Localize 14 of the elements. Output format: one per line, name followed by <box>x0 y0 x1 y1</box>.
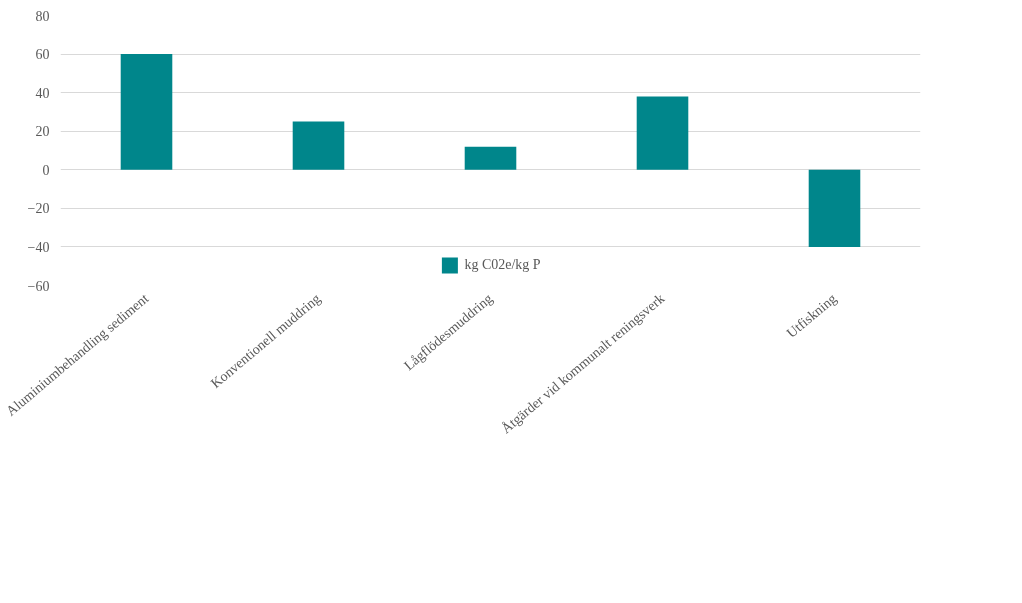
bar <box>464 146 517 170</box>
bar <box>292 121 345 170</box>
y-tick-label: −20 <box>27 201 50 217</box>
bar <box>120 54 173 170</box>
legend-label: kg C02e/kg P <box>464 257 541 273</box>
y-tick-label: −40 <box>27 239 50 255</box>
bar <box>808 169 861 247</box>
y-tick-label: −60 <box>27 278 50 294</box>
y-tick-label: 40 <box>35 85 50 101</box>
y-tick-label: 0 <box>42 162 50 178</box>
y-tick-label: 60 <box>35 47 50 63</box>
y-tick-label: 80 <box>35 8 50 24</box>
bar <box>636 96 689 170</box>
y-tick-label: 20 <box>35 124 50 140</box>
